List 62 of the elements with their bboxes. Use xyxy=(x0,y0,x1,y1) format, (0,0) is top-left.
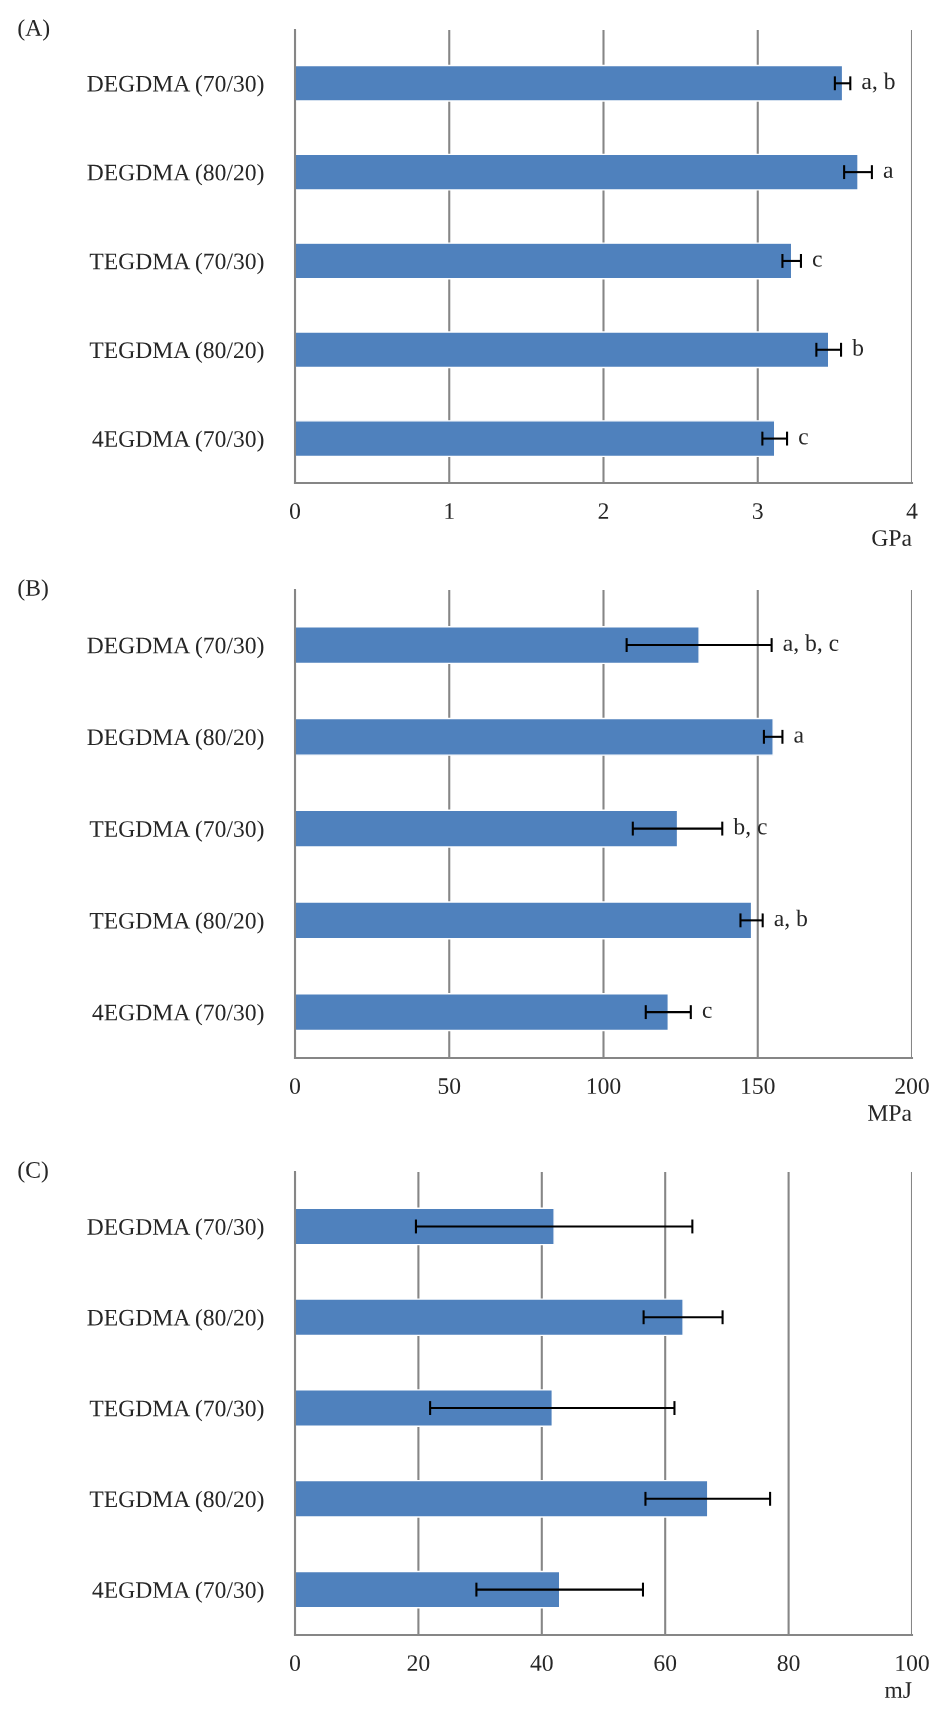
x-tick-label: 20 xyxy=(407,1655,430,1672)
bar xyxy=(295,993,669,1032)
x-tick-label: 150 xyxy=(742,1078,775,1095)
x-tick-label: 0 xyxy=(290,1655,300,1672)
x-tick-label: 0 xyxy=(290,1078,300,1095)
x-tick-label: 200 xyxy=(895,1078,929,1095)
y-tick-label: TEGDMA (70/30) xyxy=(89,252,264,275)
annotation: a xyxy=(794,731,804,743)
bar xyxy=(295,64,844,102)
bar xyxy=(295,1479,709,1518)
bar xyxy=(295,420,776,458)
text: (C) xyxy=(18,1161,48,1183)
x-axis-title: mJ xyxy=(884,1682,912,1699)
bar xyxy=(295,1207,555,1246)
y-tick-label: TEGDMA (80/20) xyxy=(89,912,264,934)
y-tick-label: 4EGDMA (70/30) xyxy=(92,1003,264,1026)
annotation: a, b xyxy=(862,72,895,93)
bar xyxy=(295,1298,684,1337)
y-tick-label: 4EGDMA (70/30) xyxy=(92,430,264,452)
annotation: c xyxy=(702,1006,712,1019)
text: (B) xyxy=(18,579,48,601)
x-tick-label: 100 xyxy=(896,1655,929,1672)
y-tick-label: DEGDMA (70/30) xyxy=(87,75,264,97)
y-tick-label: DEGDMA (80/20) xyxy=(87,163,264,186)
bar xyxy=(295,331,830,369)
annotation: c xyxy=(812,255,822,267)
x-tick-label: 50 xyxy=(438,1078,461,1095)
x-tick-label: 2 xyxy=(598,503,609,519)
bar xyxy=(295,153,859,191)
y-tick-label: TEGDMA (80/20) xyxy=(89,341,264,363)
annotation: a xyxy=(883,166,894,179)
y-tick-label: TEGDMA (70/30) xyxy=(89,1399,264,1422)
x-axis-title: MPa xyxy=(868,1105,912,1122)
x-tick-label: 60 xyxy=(654,1655,677,1672)
annotation: a, b xyxy=(774,909,807,930)
x-tick-label: 40 xyxy=(530,1655,553,1672)
y-tick-label: DEGDMA (80/20) xyxy=(87,728,264,751)
y-tick-label: 4EGDMA (70/30) xyxy=(92,1581,264,1603)
x-axis-title: GPa xyxy=(872,530,912,547)
y-tick-label: TEGDMA (80/20) xyxy=(89,1490,264,1513)
bar xyxy=(295,717,774,756)
x-tick-label: 1 xyxy=(445,503,454,519)
bar xyxy=(295,1389,553,1427)
bar xyxy=(295,626,700,665)
y-tick-label: DEGDMA (80/20) xyxy=(87,1309,264,1331)
bar xyxy=(295,1570,561,1609)
annotation: b, c xyxy=(733,817,767,838)
annotation: a, b, c xyxy=(783,634,839,655)
bar xyxy=(295,242,793,280)
annotation: c xyxy=(799,433,808,445)
x-tick-label: 80 xyxy=(777,1655,800,1672)
y-tick-label: DEGDMA (70/30) xyxy=(87,636,264,659)
x-tick-label: 100 xyxy=(587,1078,621,1095)
annotation: b xyxy=(852,339,864,356)
text: (A) xyxy=(18,19,50,41)
x-tick-label: 3 xyxy=(752,503,763,520)
bar xyxy=(295,809,679,848)
x-tick-label: 0 xyxy=(290,503,300,520)
bar xyxy=(295,901,753,940)
y-tick-label: TEGDMA (70/30) xyxy=(89,820,264,842)
x-tick-label: 4 xyxy=(906,503,918,519)
y-tick-label: DEGDMA (70/30) xyxy=(87,1218,264,1240)
